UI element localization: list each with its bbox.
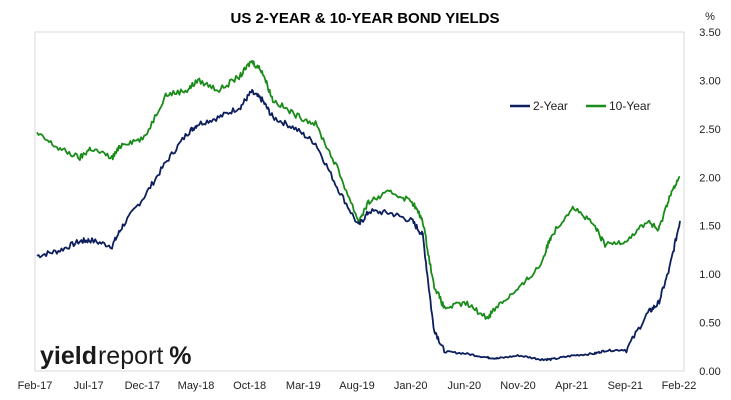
x-tick-label: Aug-19	[339, 380, 374, 392]
x-tick-label: Jul-17	[74, 380, 104, 392]
x-tick-label: May-18	[178, 380, 215, 392]
y-tick-label: 2.50	[699, 124, 720, 136]
y-axis-unit: %	[705, 11, 715, 23]
series-line-10-year	[36, 60, 681, 320]
x-axis-tick-labels: Feb-17 Jul-17 Dec-17 May-18 Oct-18 Mar-19 Aug-…	[18, 380, 697, 392]
x-tick-label: Dec-17	[125, 380, 160, 392]
x-tick-label: Nov-20	[500, 380, 535, 392]
logo-text-light: report	[98, 342, 163, 370]
x-tick-label: Jun-20	[448, 380, 482, 392]
y-tick-label: 0.00	[699, 366, 720, 378]
logo-percent-symbol: %	[169, 342, 191, 370]
y-tick-label: 3.50	[699, 27, 720, 39]
legend-label-2-year: 2-Year	[533, 99, 568, 113]
logo-text-bold: yield	[40, 342, 97, 370]
y-tick-label: 1.50	[699, 221, 720, 233]
y-tick-label: 0.50	[699, 318, 720, 330]
legend-label-10-year: 10-Year	[609, 99, 651, 113]
series-lines	[36, 60, 681, 362]
x-tick-label: Sep-21	[608, 380, 643, 392]
series-line-2-year	[36, 89, 681, 362]
logo-wordmark: yieldreport%	[40, 342, 192, 370]
chart-title: US 2-YEAR & 10-YEAR BOND YIELDS	[231, 10, 500, 27]
x-tick-label: Jan-20	[394, 380, 428, 392]
y-axis-tick-labels: 0.00 0.50 1.00 1.50 2.00 2.50 3.00 3.50	[699, 27, 720, 378]
yieldreport-logo: yieldreport%	[40, 342, 192, 370]
x-tick-label: Feb-17	[18, 380, 53, 392]
y-tick-label: 2.00	[699, 172, 720, 184]
x-tick-label: Apr-21	[555, 380, 588, 392]
plot-area-frame	[34, 31, 685, 372]
legend: 2-Year 10-Year	[510, 99, 651, 113]
y-tick-label: 1.00	[699, 269, 720, 281]
x-tick-label: Mar-19	[286, 380, 321, 392]
x-tick-label: Feb-22	[662, 380, 697, 392]
y-tick-label: 3.00	[699, 75, 720, 87]
x-tick-label: Oct-18	[233, 380, 266, 392]
